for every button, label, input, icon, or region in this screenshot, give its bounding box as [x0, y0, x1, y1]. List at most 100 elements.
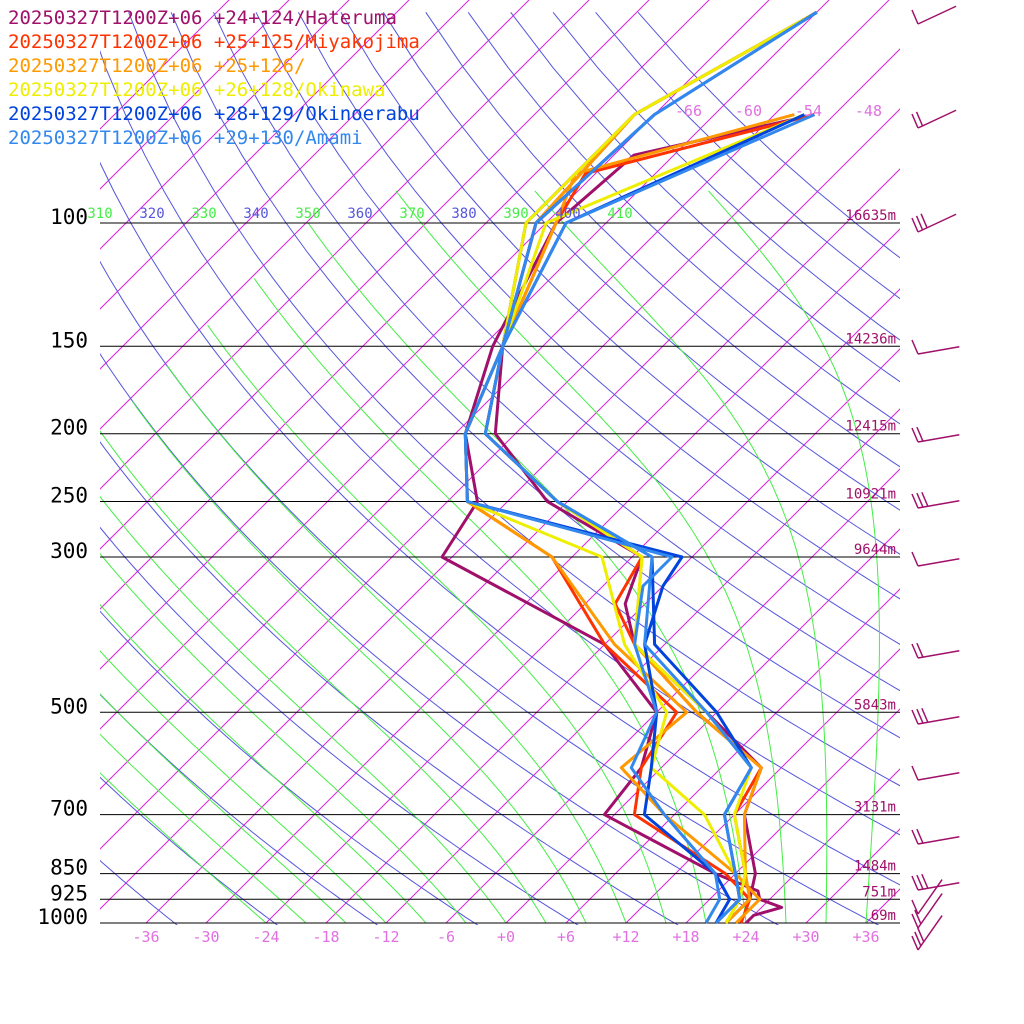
wind-barb: [911, 707, 960, 725]
pressure-label: 300: [50, 539, 88, 563]
barb-staff: [917, 881, 960, 891]
background-lines: [100, 0, 1024, 925]
barb-feather: [911, 217, 919, 233]
barb-feather: [916, 828, 924, 844]
barb-staff: [917, 109, 957, 129]
pressure-label: 500: [50, 694, 88, 718]
series-dewpoint-2: [483, 10, 818, 924]
isotherm-top-label: -60: [735, 102, 762, 120]
barb-feather: [911, 551, 919, 567]
barb-feather: [911, 339, 919, 355]
legend-entry: 20250327T1200Z+06 +25+126/: [8, 55, 305, 77]
temp-tick-label: -18: [312, 928, 339, 946]
isotherm-line: [100, 0, 410, 310]
theta-label: 380: [451, 206, 476, 222]
barb-feather: [920, 213, 928, 229]
isotherm-line: [625, 648, 900, 924]
barb-staff: [917, 649, 960, 659]
pressure-label: 850: [50, 856, 88, 880]
axis-labels: 100 16635m 150 14236m 200 12415m 250 10921m 300 9…: [37, 102, 896, 946]
temp-tick-label: -30: [192, 928, 219, 946]
barb-feather: [911, 709, 919, 725]
temp-tick-label: +18: [672, 928, 699, 946]
barb-feather: [911, 913, 919, 929]
wind-barb: [911, 873, 960, 891]
isotherm-line: [100, 0, 530, 430]
barb-feather: [916, 426, 924, 442]
wind-barb: [911, 828, 960, 845]
wind-barbs: [911, 5, 960, 951]
barb-feather: [911, 113, 919, 129]
height-label: 1484m: [854, 859, 896, 875]
moist-adiabat: [708, 190, 880, 923]
isotherm-line: [385, 408, 900, 924]
legend-entry: 20250327T1200Z+06 +29+130/Amami: [8, 127, 363, 149]
barb-feather: [911, 427, 919, 443]
moist-adiabat: [100, 772, 267, 924]
moist-adiabat: [253, 278, 707, 924]
dry-adiabat: [100, 260, 880, 925]
wind-barb: [911, 109, 957, 129]
wind-barb: [911, 339, 960, 355]
barb-feather: [917, 927, 925, 943]
temp-tick-label: -24: [252, 928, 279, 946]
isotherm-top-label: -54: [795, 102, 822, 120]
isotherm-line: [986, 0, 1024, 923]
dry-adiabat: [213, 12, 900, 692]
wind-barb: [911, 5, 957, 25]
moist-adiabat: [100, 552, 467, 924]
temp-tick-label: +24: [732, 928, 759, 946]
pressure-label: 250: [50, 484, 88, 508]
barb-staff: [917, 433, 960, 443]
temp-tick-label: +30: [792, 928, 819, 946]
sounding-series: [440, 10, 818, 925]
barb-staff: [917, 715, 960, 725]
height-label: 5843m: [854, 697, 896, 713]
dry-adiabat: [100, 353, 780, 925]
barb-feather: [921, 873, 929, 889]
moist-adiabat: [100, 693, 347, 924]
wind-barb: [911, 491, 960, 509]
theta-label: 320: [139, 206, 164, 222]
isotherm-line: [100, 0, 710, 610]
barb-staff: [917, 879, 943, 915]
theta-label: 340: [243, 206, 268, 222]
barb-feather: [911, 935, 919, 951]
moist-adiabat: [100, 603, 427, 924]
isotherm-line: [100, 108, 900, 910]
series-temperature-3: [463, 113, 795, 925]
isotherm-line: [926, 0, 1024, 923]
barb-staff: [917, 499, 960, 509]
barb-feather: [914, 931, 922, 947]
wind-barb: [911, 765, 960, 781]
dry-adiabat: [552, 11, 900, 341]
theta-label: 330: [191, 206, 216, 222]
wind-barb: [911, 213, 957, 233]
theta-label: 350: [295, 206, 320, 222]
legend-entry: 20250327T1200Z+06 +26+128/Okinawa: [8, 79, 386, 101]
dry-adiabat: [100, 50, 900, 836]
moist-adiabat: [534, 190, 828, 923]
isotherm-line: [865, 888, 900, 924]
series-dewpoint-5: [483, 11, 818, 925]
temp-tick-label: +0: [497, 928, 515, 946]
dry-adiabat: [100, 610, 479, 925]
isotherm-line: [685, 708, 900, 924]
height-label: 9644m: [854, 542, 896, 558]
dry-adiabat: [100, 776, 279, 925]
height-label: 12415m: [845, 419, 896, 435]
dry-adiabat: [297, 12, 900, 600]
barb-feather: [916, 492, 924, 508]
dry-adiabat: [637, 11, 900, 259]
pressure-label: 100: [50, 205, 88, 229]
barb-staff: [917, 557, 960, 567]
wind-barb: [911, 915, 943, 951]
isotherm-line: [100, 48, 900, 850]
barb-staff: [917, 213, 957, 233]
wind-barb: [911, 879, 943, 915]
barb-feather: [914, 909, 922, 925]
series-dewpoint-6: [483, 11, 818, 925]
legend-entry: 20250327T1200Z+06 +25+125/Miyakojima: [8, 31, 420, 53]
height-label: 751m: [862, 884, 896, 900]
pressure-label: 1000: [37, 905, 88, 929]
